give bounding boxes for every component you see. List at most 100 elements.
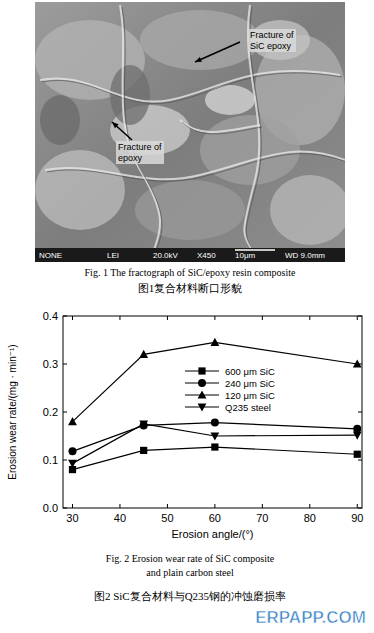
sem-info: LEI (107, 251, 119, 260)
x-tick-label: 50 (161, 512, 173, 524)
arrow-head (112, 122, 119, 128)
plot-frame (63, 316, 362, 508)
page: NONE LEI 20.0kV X450 10μm WD 9.0mm Fracture of… (0, 0, 374, 633)
sem-info: X450 (197, 251, 216, 260)
sem-shadow (122, 7, 162, 262)
legend-label: Q235 steel (225, 402, 271, 413)
y-tick (63, 364, 67, 365)
data-point (139, 350, 148, 358)
data-point (353, 359, 362, 367)
y-tick-label: 0.0 (43, 502, 58, 514)
x-tick (262, 316, 263, 320)
sem-info: 10μm (235, 251, 256, 260)
x-tick (262, 504, 263, 508)
label-patch (116, 141, 164, 164)
x-tick (72, 316, 73, 320)
y-tick (63, 460, 67, 461)
label-line: epoxy (118, 153, 143, 163)
x-tick-label: 70 (256, 512, 268, 524)
sem-texture (200, 115, 300, 185)
y-tick-label: 0.1 (43, 454, 58, 466)
sem-info-bar (35, 248, 345, 262)
x-tick-label: 60 (209, 512, 221, 524)
x-tick-label: 40 (114, 512, 126, 524)
sem-ridge (120, 5, 160, 262)
y-tick (63, 508, 67, 509)
data-point (353, 431, 362, 439)
label-line: SiC epoxy (250, 41, 292, 51)
x-tick (72, 504, 73, 508)
y-tick (358, 508, 362, 509)
data-point (68, 460, 77, 468)
sem-texture (35, 150, 125, 230)
y-tick-label: 0.2 (43, 406, 58, 418)
caption: Fig. 2 Erosion wear rate of SiC composit… (106, 553, 275, 564)
label-patch (248, 29, 296, 52)
data-point (211, 443, 218, 450)
series-line (72, 423, 357, 452)
legend-label: 600 μm SiC (225, 366, 275, 377)
label-arrow (195, 42, 240, 62)
data-point (68, 447, 76, 455)
legend-marker (198, 367, 205, 374)
x-axis-title: Erosion angle/(°) (171, 528, 253, 540)
sem-shadow (182, 122, 262, 134)
legend-marker (198, 379, 206, 387)
x-tick-label: 30 (66, 512, 78, 524)
sem-info: WD 9.0mm (285, 251, 325, 260)
y-axis-title: Erosion wear rate/(mg · min⁻¹) (7, 344, 18, 479)
x-tick (119, 316, 120, 320)
watermark: ERPAPP.COM (255, 608, 366, 627)
caption: and plain carbon steel (146, 567, 234, 578)
legend-marker (198, 390, 207, 398)
x-tick (214, 504, 215, 508)
arrow-head (195, 57, 202, 62)
sem-ridge (45, 152, 345, 180)
y-tick (63, 412, 67, 413)
y-tick (358, 460, 362, 461)
x-tick (309, 316, 310, 320)
label-line: Fracture of (118, 142, 162, 152)
legend-marker (198, 403, 207, 411)
scale-bar (235, 249, 275, 251)
label-line: Fracture of (250, 30, 294, 40)
x-tick (167, 316, 168, 320)
y-tick-label: 0.4 (43, 310, 58, 322)
data-point (211, 419, 219, 427)
sem-texture (40, 95, 80, 145)
x-tick (357, 316, 358, 320)
image-label: Fracture ofepoxy (118, 142, 162, 163)
sem-texture (140, 10, 260, 70)
x-tick (309, 504, 310, 508)
y-tick (358, 316, 362, 317)
x-tick (214, 316, 215, 320)
y-tick (63, 316, 67, 317)
x-tick (167, 504, 168, 508)
x-tick (357, 504, 358, 508)
data-point (140, 447, 147, 454)
caption: 图1复合材料断口形貌 (138, 282, 243, 294)
x-tick-label: 90 (351, 512, 363, 524)
data-point (210, 432, 219, 440)
x-tick (119, 504, 120, 508)
data-point (210, 338, 219, 346)
y-tick-label: 0.3 (43, 358, 58, 370)
sem-ridge (180, 120, 260, 132)
data-point (139, 420, 148, 428)
sem-info: NONE (39, 251, 62, 260)
legend-label: 120 μm SiC (225, 390, 275, 401)
x-tick-label: 80 (304, 512, 316, 524)
y-tick (358, 412, 362, 413)
data-point (68, 417, 77, 425)
image-label: Fracture ofSiC epoxy (250, 30, 294, 51)
plot-area (68, 338, 362, 473)
sem-shadow (42, 73, 342, 104)
sem-info: 20.0kV (153, 251, 179, 260)
series-line (72, 342, 357, 421)
caption: Fig. 1 The fractograph of SiC/epoxy resi… (85, 267, 296, 278)
sem-shadow (47, 154, 345, 182)
caption: 图2 SiC复合材料与Q235钢的冲蚀磨损率 (94, 590, 286, 602)
sem-texture (270, 175, 345, 245)
legend-label: 240 μm SiC (225, 378, 275, 389)
data-point (354, 451, 361, 458)
